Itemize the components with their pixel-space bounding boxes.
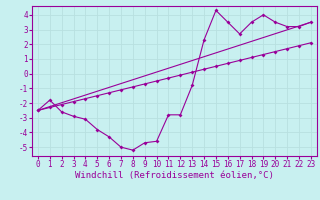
X-axis label: Windchill (Refroidissement éolien,°C): Windchill (Refroidissement éolien,°C) <box>75 171 274 180</box>
